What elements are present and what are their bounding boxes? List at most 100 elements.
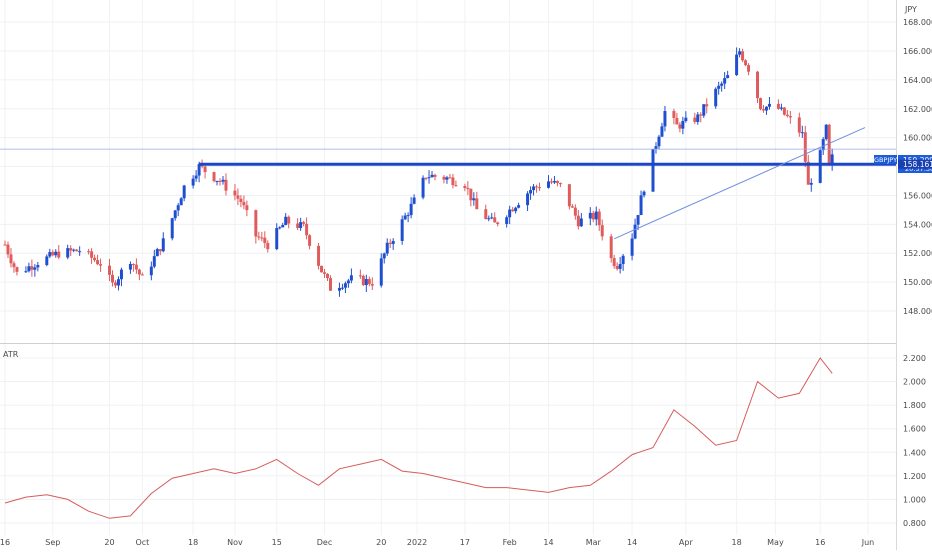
candle-body <box>343 283 347 288</box>
candle-body <box>448 177 452 179</box>
candle-body <box>242 202 246 206</box>
atr-tick-label: 1.000 <box>903 495 926 504</box>
x-tick-label: 2022 <box>407 538 427 547</box>
level-badge-value: 158.161 <box>903 160 932 169</box>
x-tick-label: 18 <box>188 538 198 547</box>
candle-body <box>317 245 321 266</box>
x-tick-label: 16 <box>0 538 10 547</box>
candle-body <box>475 198 479 210</box>
candle-body <box>30 266 34 270</box>
candle-body <box>821 139 825 151</box>
candle-body <box>761 109 765 111</box>
candle-body <box>158 249 162 252</box>
candle-body <box>717 85 721 89</box>
candle-body <box>803 132 807 162</box>
atr-tick-label: 1.800 <box>903 401 926 410</box>
atr-tick-label: 2.000 <box>903 378 926 387</box>
candle-body <box>830 154 834 165</box>
candle-body <box>27 266 31 272</box>
candle-body <box>723 78 727 84</box>
price-tick-label: 166.000 <box>903 47 932 56</box>
candle-body <box>705 104 709 107</box>
candle-body <box>756 71 760 99</box>
candle-body <box>639 195 643 216</box>
candle-body <box>824 124 828 140</box>
atr-tick-label: 1.600 <box>903 425 926 434</box>
candle-body <box>588 212 592 219</box>
candle-body <box>463 186 467 189</box>
atr-panel <box>4 357 833 519</box>
candle-body <box>696 114 700 122</box>
grid-layer <box>0 0 896 535</box>
candle-body <box>714 88 718 107</box>
price-tick-label: 156.000 <box>903 191 932 200</box>
candle-body <box>305 223 309 236</box>
candle-body <box>651 149 655 192</box>
candle-body <box>809 182 813 185</box>
candle-body <box>69 248 73 251</box>
candle-body <box>570 206 574 208</box>
candle-body <box>9 254 13 264</box>
candle-body <box>182 185 186 199</box>
atr-tick-label: 0.800 <box>903 519 926 528</box>
candle-body <box>161 238 165 252</box>
candle-body <box>170 218 174 239</box>
candle-body <box>412 197 416 204</box>
symbol-corner-label: JPY <box>904 5 917 14</box>
candle-body <box>558 183 562 185</box>
candle-body <box>806 161 810 185</box>
candle-body <box>726 75 730 79</box>
x-tick-label: Sep <box>45 538 60 547</box>
candle-body <box>239 198 243 203</box>
candle-body <box>328 278 332 291</box>
candle-body <box>472 198 476 201</box>
candle-body <box>621 255 625 265</box>
candle-body <box>320 265 324 273</box>
candle-body <box>672 111 676 118</box>
candle-body <box>149 266 153 276</box>
candle-body <box>546 181 550 188</box>
candle-body <box>385 242 389 254</box>
candle-body <box>367 279 371 284</box>
candle-body <box>633 224 637 239</box>
candle-body <box>630 238 634 256</box>
candle-body <box>594 211 598 220</box>
candle-body <box>361 275 365 286</box>
candle-body <box>296 223 300 228</box>
x-tick-label: 14 <box>543 538 553 547</box>
candle-body <box>454 185 458 187</box>
candle-body <box>302 222 306 224</box>
candle-body <box>764 106 768 111</box>
candle-body <box>508 209 512 218</box>
candle-body <box>379 258 383 286</box>
candle-body <box>287 216 291 224</box>
candle-body <box>66 248 70 258</box>
candle-body <box>215 180 219 182</box>
candle-body <box>299 222 303 228</box>
candle-body <box>759 98 762 110</box>
candle-body <box>3 244 7 246</box>
candle-body <box>36 265 40 268</box>
x-tick-label: 20 <box>376 538 386 547</box>
candle-body <box>445 177 449 180</box>
candle-body <box>137 269 141 275</box>
candle-body <box>45 256 49 266</box>
candle-body <box>782 107 786 115</box>
candle-body <box>660 126 664 137</box>
candle-body <box>212 172 216 182</box>
candle-body <box>221 179 225 182</box>
candle-body <box>514 207 518 212</box>
candle-body <box>535 186 539 188</box>
trendline[interactable] <box>613 127 866 240</box>
x-tick-label: Nov <box>227 538 243 547</box>
candle-body <box>573 207 577 216</box>
candle-body <box>364 279 368 286</box>
candle-body <box>800 132 804 134</box>
candle-body <box>818 150 822 183</box>
price-badge-countdown: 20:57:30 <box>905 165 932 173</box>
candle-body <box>78 251 82 253</box>
price-tick-label: 164.000 <box>903 76 932 85</box>
candle-body <box>403 215 407 220</box>
candle-body <box>567 184 571 207</box>
